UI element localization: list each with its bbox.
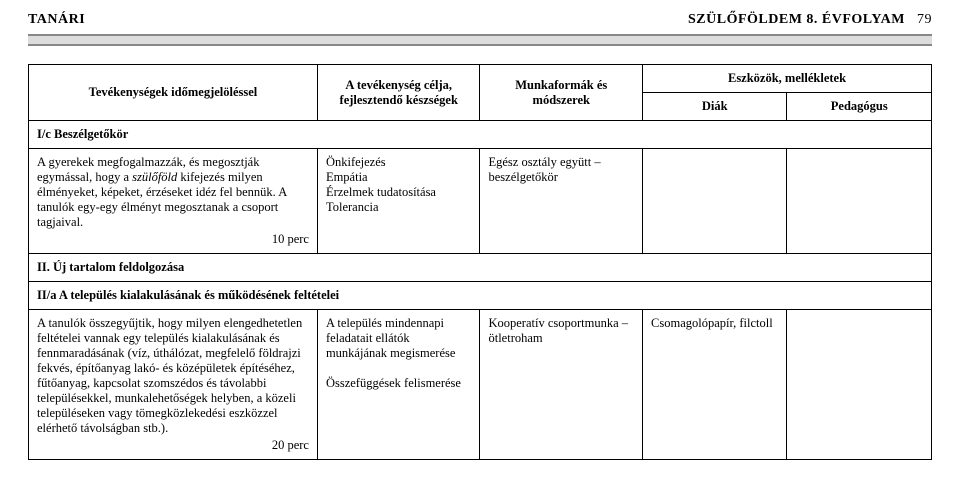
section-3: II/a A település kialakulásának és működ… xyxy=(29,282,932,310)
header-rule xyxy=(28,34,932,46)
main-table: Tevékenységek időmegjelöléssel A tevéken… xyxy=(28,64,932,460)
th-activities: Tevékenységek időmegjelöléssel xyxy=(29,65,318,121)
th-tools-ped: Pedagógus xyxy=(787,93,932,121)
section-2: II. Új tartalom feldolgozása xyxy=(29,254,932,282)
th-tools-diak: Diák xyxy=(643,93,787,121)
header-title: SZÜLŐFÖLDEM 8. ÉVFOLYAM xyxy=(688,12,905,27)
table-row: A gyerekek megfogalmazzák, és megosztják… xyxy=(29,149,932,254)
cell-methods: Kooperatív csoportmunka – ötletroham xyxy=(480,310,643,460)
cell-goals: Önkifejezés Empátia Érzelmek tudatosítás… xyxy=(317,149,480,254)
page-header: TANÁRI SZÜLŐFÖLDEM 8. ÉVFOLYAM 79 xyxy=(28,12,932,28)
cell-tool-diak xyxy=(643,149,787,254)
page-number: 79 xyxy=(917,12,932,27)
th-methods: Munkaformák és módszerek xyxy=(480,65,643,121)
activity-time: 20 perc xyxy=(37,438,309,453)
th-goals: A tevékenység célja, fejlesztendő készsé… xyxy=(317,65,480,121)
cell-tool-diak: Csomagolópapír, filctoll xyxy=(643,310,787,460)
cell-tool-ped xyxy=(787,149,932,254)
cell-activity: A tanulók összegyűjtik, hogy milyen elen… xyxy=(29,310,318,460)
cell-tool-ped xyxy=(787,310,932,460)
th-tools: Eszközök, mellékletek xyxy=(643,65,932,93)
activity-text-italic: szülőföld xyxy=(132,170,177,184)
cell-methods: Egész osztály együtt – beszélgetőkör xyxy=(480,149,643,254)
header-left: TANÁRI xyxy=(28,12,85,28)
table-row: A tanulók összegyűjtik, hogy milyen elen… xyxy=(29,310,932,460)
activity-text: A tanulók összegyűjtik, hogy milyen elen… xyxy=(37,316,302,435)
cell-activity: A gyerekek megfogalmazzák, és megosztják… xyxy=(29,149,318,254)
page: TANÁRI SZÜLŐFÖLDEM 8. ÉVFOLYAM 79 Tevéke… xyxy=(0,0,960,480)
header-right: SZÜLŐFÖLDEM 8. ÉVFOLYAM 79 xyxy=(688,12,932,28)
cell-goals: A település mindennapi feladatait ellátó… xyxy=(317,310,480,460)
section-1: I/c Beszélgetőkör xyxy=(29,121,932,149)
activity-time: 10 perc xyxy=(37,232,309,247)
